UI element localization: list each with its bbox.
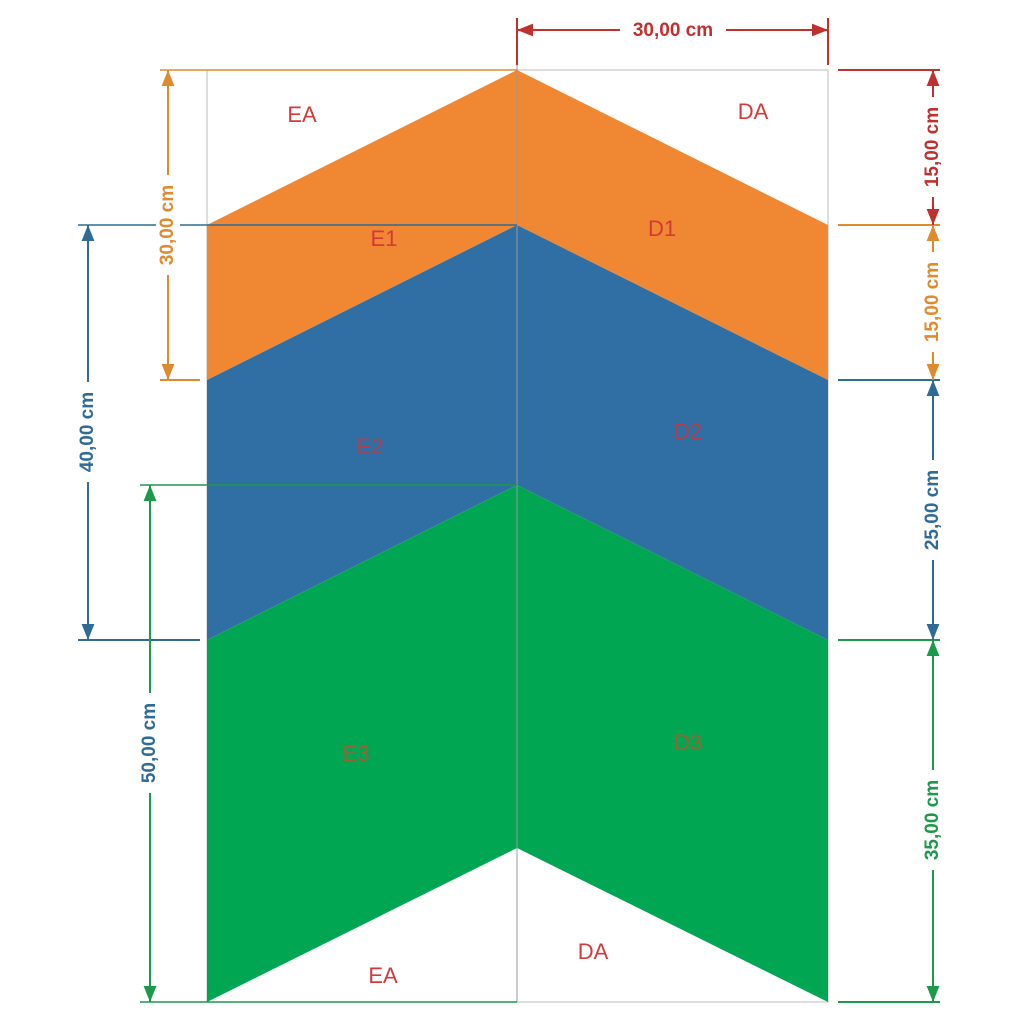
dimension-label: 40,00 cm	[77, 392, 98, 472]
region-label: D3	[674, 730, 702, 755]
region-label: DA	[738, 99, 769, 124]
region-label: D2	[674, 419, 702, 444]
dimension-label: 15,00 cm	[922, 107, 943, 187]
dimension-label: 25,00 cm	[922, 470, 943, 550]
dimension-label: 50,00 cm	[139, 703, 160, 783]
region-label: EA	[287, 102, 317, 127]
region-label: DA	[578, 939, 609, 964]
region-label: D1	[648, 216, 676, 241]
region-label: E2	[357, 434, 384, 459]
dimension-label: 15,00 cm	[922, 262, 943, 342]
region-label: E1	[371, 226, 398, 251]
dimension-label: 30,00 cm	[633, 20, 713, 41]
region-label: EA	[368, 963, 398, 988]
dimension-label: 30,00 cm	[157, 185, 178, 265]
region-label: E3	[343, 741, 370, 766]
dimension-label: 35,00 cm	[922, 780, 943, 860]
